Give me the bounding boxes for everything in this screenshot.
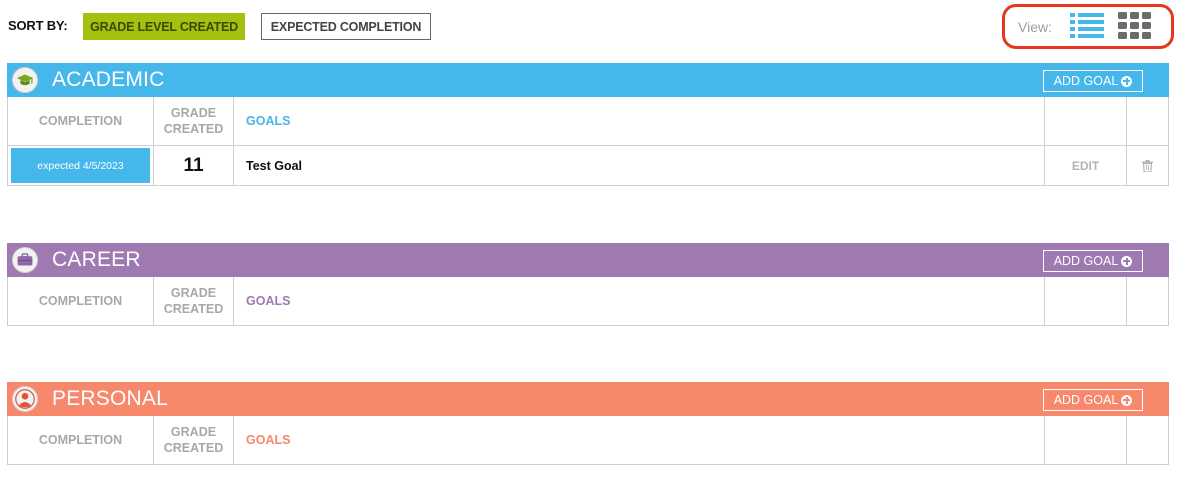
add-goal-label: ADD GOAL xyxy=(1053,254,1119,268)
briefcase-icon xyxy=(12,247,38,273)
completion-header: COMPLETION xyxy=(38,433,123,447)
table-row: expected 4/5/2023 11 Test Goal EDIT xyxy=(8,145,1168,185)
plus-circle-icon xyxy=(1121,394,1133,406)
section-header-personal: PERSONAL ADD GOAL xyxy=(7,382,1169,416)
goals-table-career: COMPLETION GRADE CREATED GOALS xyxy=(7,277,1169,326)
goal-name[interactable]: Test Goal xyxy=(246,158,303,173)
person-icon xyxy=(12,386,38,412)
section-title-academic: ACADEMIC xyxy=(52,68,165,91)
edit-goal-button[interactable]: EDIT xyxy=(1071,158,1100,173)
plus-circle-icon xyxy=(1121,75,1133,87)
goals-table-personal: COMPLETION GRADE CREATED GOALS xyxy=(7,416,1169,465)
goals-header: GOALS xyxy=(246,433,291,447)
table-header-row: COMPLETION GRADE CREATED GOALS xyxy=(8,277,1168,325)
add-goal-button-personal[interactable]: ADD GOAL xyxy=(1043,389,1143,411)
goals-header: GOALS xyxy=(246,294,291,308)
section-personal: PERSONAL ADD GOAL COMPLETION GRADE CREATE… xyxy=(7,382,1169,465)
sort-expected-completion-button[interactable]: EXPECTED COMPLETION xyxy=(261,13,431,40)
expected-completion-badge: expected 4/5/2023 xyxy=(11,148,150,183)
section-header-academic: ACADEMIC ADD GOAL xyxy=(7,63,1169,97)
grade-created-header: GRADE CREATED xyxy=(163,425,224,455)
add-goal-label: ADD GOAL xyxy=(1053,393,1119,407)
sort-by-label: SORT BY: xyxy=(8,18,68,33)
add-goal-button-career[interactable]: ADD GOAL xyxy=(1043,250,1143,272)
view-label: View: xyxy=(1018,19,1052,35)
sort-grade-level-created-button[interactable]: GRADE LEVEL CREATED xyxy=(83,13,245,40)
goals-table-academic: COMPLETION GRADE CREATED GOALS expected 4… xyxy=(7,97,1169,186)
section-title-career: CAREER xyxy=(52,248,141,271)
add-goal-button-academic[interactable]: ADD GOAL xyxy=(1043,70,1143,92)
section-header-career: CAREER ADD GOAL xyxy=(7,243,1169,277)
completion-header: COMPLETION xyxy=(38,294,123,308)
trash-icon[interactable] xyxy=(1142,159,1153,172)
grade-created-value: 11 xyxy=(183,154,204,176)
grid-view-icon[interactable] xyxy=(1118,12,1152,40)
goals-header: GOALS xyxy=(246,114,291,128)
add-goal-label: ADD GOAL xyxy=(1053,74,1119,88)
view-toggle-highlight xyxy=(1002,4,1174,49)
graduation-cap-icon xyxy=(12,67,38,93)
table-header-row: COMPLETION GRADE CREATED GOALS xyxy=(8,97,1168,145)
grade-created-header: GRADE CREATED xyxy=(163,286,224,316)
table-header-row: COMPLETION GRADE CREATED GOALS xyxy=(8,416,1168,464)
section-title-personal: PERSONAL xyxy=(52,387,168,410)
plus-circle-icon xyxy=(1121,255,1133,267)
grade-created-header: GRADE CREATED xyxy=(163,106,224,136)
section-career: CAREER ADD GOAL COMPLETION GRADE CREATED … xyxy=(7,243,1169,326)
completion-header: COMPLETION xyxy=(38,114,123,128)
list-view-icon[interactable] xyxy=(1070,12,1104,40)
section-academic: ACADEMIC ADD GOAL COMPLETION GRADE CREATE… xyxy=(7,63,1169,186)
